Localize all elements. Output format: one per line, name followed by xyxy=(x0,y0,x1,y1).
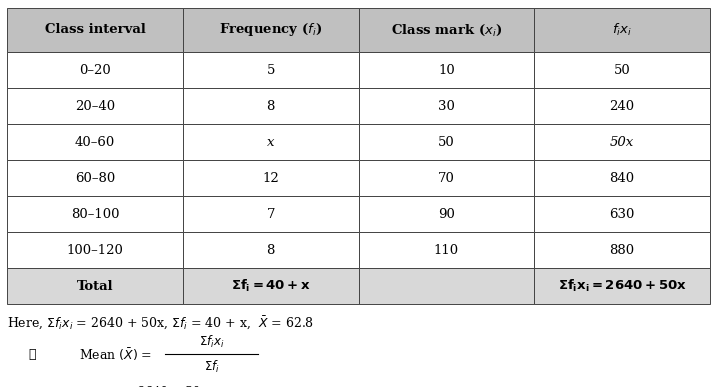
Bar xyxy=(358,160,534,196)
Text: Here, $\Sigma f_i x_i$ = 2640 + 50x, $\Sigma f_i$ = 40 + x,  $\bar{X}$ = 62.8: Here, $\Sigma f_i x_i$ = 2640 + 50x, $\S… xyxy=(7,314,314,331)
Text: Total: Total xyxy=(77,280,113,293)
Bar xyxy=(358,268,534,304)
Bar xyxy=(183,124,358,160)
Text: 7: 7 xyxy=(267,208,275,221)
Bar xyxy=(534,52,710,88)
Text: Class mark ($x_i$): Class mark ($x_i$) xyxy=(391,22,502,38)
Bar xyxy=(7,52,183,88)
Bar xyxy=(7,88,183,124)
Text: 110: 110 xyxy=(434,244,459,257)
Text: 880: 880 xyxy=(609,244,635,257)
Bar xyxy=(358,52,534,88)
Text: 240: 240 xyxy=(609,100,635,113)
Text: 50: 50 xyxy=(438,136,455,149)
Bar xyxy=(183,268,358,304)
Bar xyxy=(534,160,710,196)
Bar xyxy=(534,124,710,160)
Text: 70: 70 xyxy=(438,172,455,185)
Bar xyxy=(7,268,183,304)
Text: 30: 30 xyxy=(438,100,455,113)
Text: 40–60: 40–60 xyxy=(75,136,115,149)
Text: 0–20: 0–20 xyxy=(79,64,111,77)
Text: 840: 840 xyxy=(609,172,635,185)
Bar xyxy=(183,52,358,88)
Bar xyxy=(534,196,710,232)
Text: 50x: 50x xyxy=(610,136,634,149)
Text: 20–40: 20–40 xyxy=(75,100,115,113)
Bar xyxy=(534,8,710,52)
Bar xyxy=(7,8,183,52)
Bar xyxy=(358,124,534,160)
Text: $\mathbf{\Sigma f_i = 40 + x}$: $\mathbf{\Sigma f_i = 40 + x}$ xyxy=(231,278,310,294)
Text: 8: 8 xyxy=(267,100,275,113)
Text: 90: 90 xyxy=(438,208,455,221)
Bar xyxy=(358,8,534,52)
Text: 630: 630 xyxy=(609,208,635,221)
Bar xyxy=(358,88,534,124)
Text: 5: 5 xyxy=(267,64,275,77)
Text: Frequency ($f_i$): Frequency ($f_i$) xyxy=(219,22,322,38)
Bar xyxy=(183,196,358,232)
Text: 8: 8 xyxy=(267,244,275,257)
Bar xyxy=(358,232,534,268)
Bar xyxy=(183,232,358,268)
Bar xyxy=(534,88,710,124)
Bar xyxy=(7,160,183,196)
Bar xyxy=(534,232,710,268)
Text: 10: 10 xyxy=(438,64,455,77)
Bar xyxy=(7,196,183,232)
Bar xyxy=(7,124,183,160)
Text: $\mathbf{\Sigma f_i x_i = 2640 + 50x}$: $\mathbf{\Sigma f_i x_i = 2640 + 50x}$ xyxy=(558,278,686,294)
Text: Class interval: Class interval xyxy=(44,24,146,36)
Text: $\Sigma f_i$: $\Sigma f_i$ xyxy=(204,359,219,375)
Text: Mean $\left(\bar{X}\right)$ =: Mean $\left(\bar{X}\right)$ = xyxy=(79,346,152,363)
Text: $\Sigma f_i x_i$: $\Sigma f_i x_i$ xyxy=(199,334,224,350)
Text: 12: 12 xyxy=(262,172,279,185)
Text: 60–80: 60–80 xyxy=(75,172,115,185)
Text: 100–120: 100–120 xyxy=(67,244,123,257)
Text: $f_ix_i$: $f_ix_i$ xyxy=(612,22,632,38)
Text: x: x xyxy=(267,136,275,149)
Text: 80–100: 80–100 xyxy=(71,208,119,221)
Bar xyxy=(183,88,358,124)
Bar xyxy=(7,232,183,268)
Bar xyxy=(183,160,358,196)
Text: ∴: ∴ xyxy=(29,348,36,361)
Text: 50: 50 xyxy=(614,64,630,77)
Bar xyxy=(358,196,534,232)
Bar xyxy=(534,268,710,304)
Text: 2640 + 50x: 2640 + 50x xyxy=(138,386,206,387)
Bar xyxy=(183,8,358,52)
